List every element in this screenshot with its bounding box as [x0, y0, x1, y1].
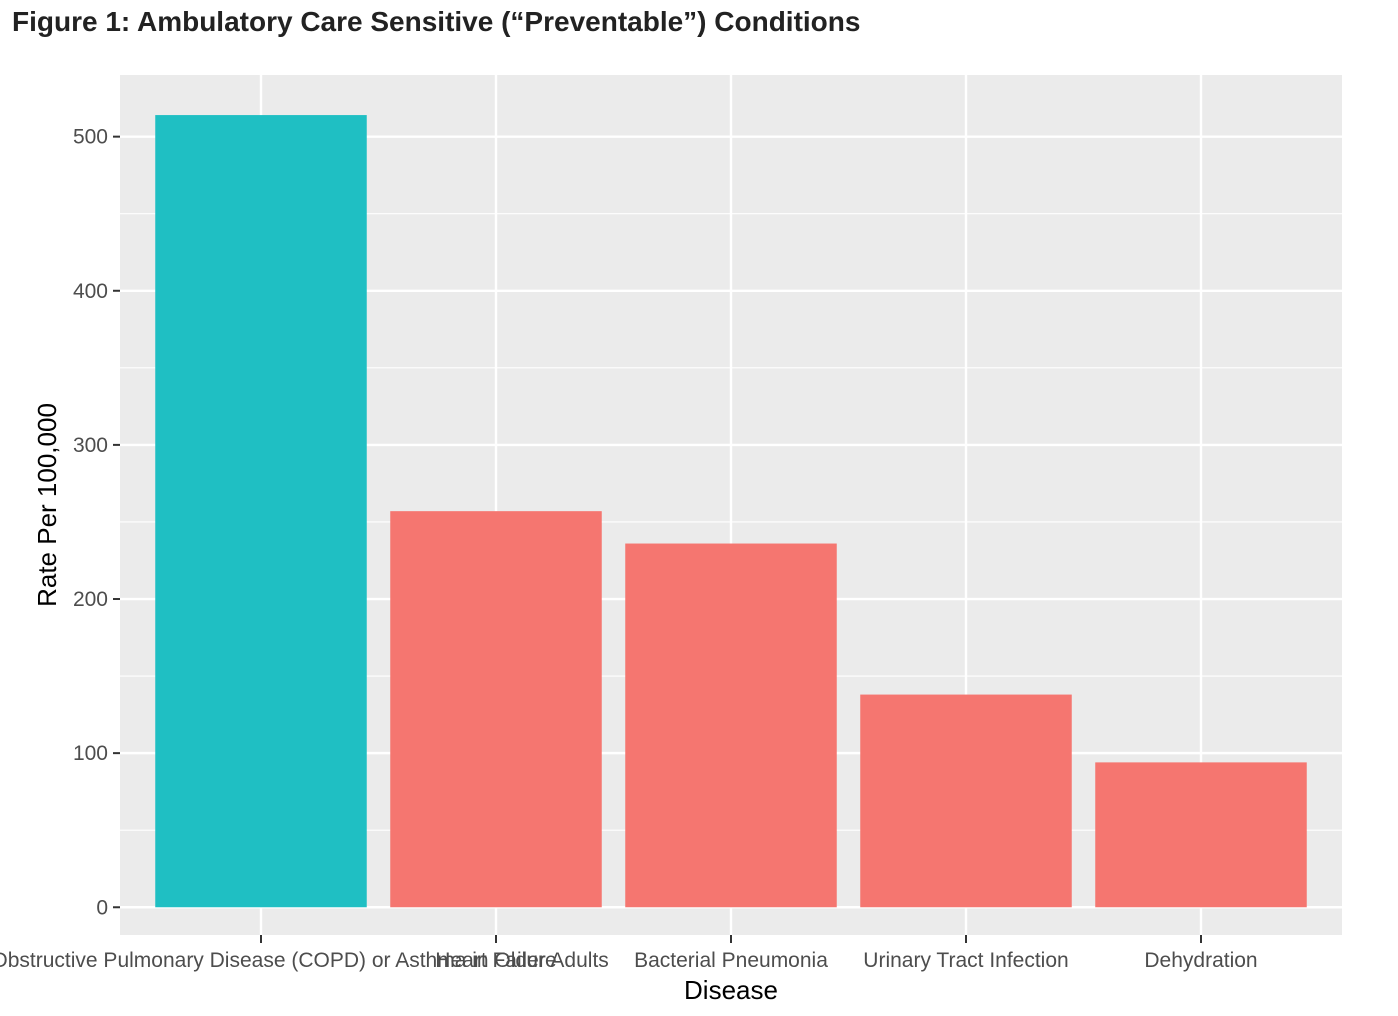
x-tick-label: Urinary Tract Infection: [863, 949, 1068, 972]
y-tick-label: 300: [73, 434, 108, 457]
bar: [860, 694, 1072, 908]
bars: [155, 115, 1307, 908]
bar: [625, 543, 837, 908]
x-axis-title: Disease: [684, 975, 778, 1005]
y-axis-title: Rate Per 100,000: [32, 403, 62, 607]
y-axis: 0 100 200 300 400 500: [73, 126, 120, 919]
y-tick-label: 100: [73, 742, 108, 765]
x-axis: Chronic Obstructive Pulmonary Disease (C…: [0, 935, 1258, 972]
y-tick-label: 200: [73, 588, 108, 611]
y-tick-label: 0: [96, 896, 108, 919]
y-tick-label: 500: [73, 126, 108, 149]
x-tick-label: Dehydration: [1144, 949, 1257, 972]
x-tick-label: Chronic Obstructive Pulmonary Disease (C…: [0, 949, 609, 972]
bar: [390, 511, 602, 908]
y-tick-label: 400: [73, 280, 108, 303]
x-tick-label: Heart Failure: [435, 949, 556, 972]
chart-title: Figure 1: Ambulatory Care Sensitive (“Pr…: [12, 6, 861, 37]
bar: [1095, 762, 1307, 908]
bar: [155, 115, 367, 908]
x-tick-label: Bacterial Pneumonia: [634, 949, 828, 972]
